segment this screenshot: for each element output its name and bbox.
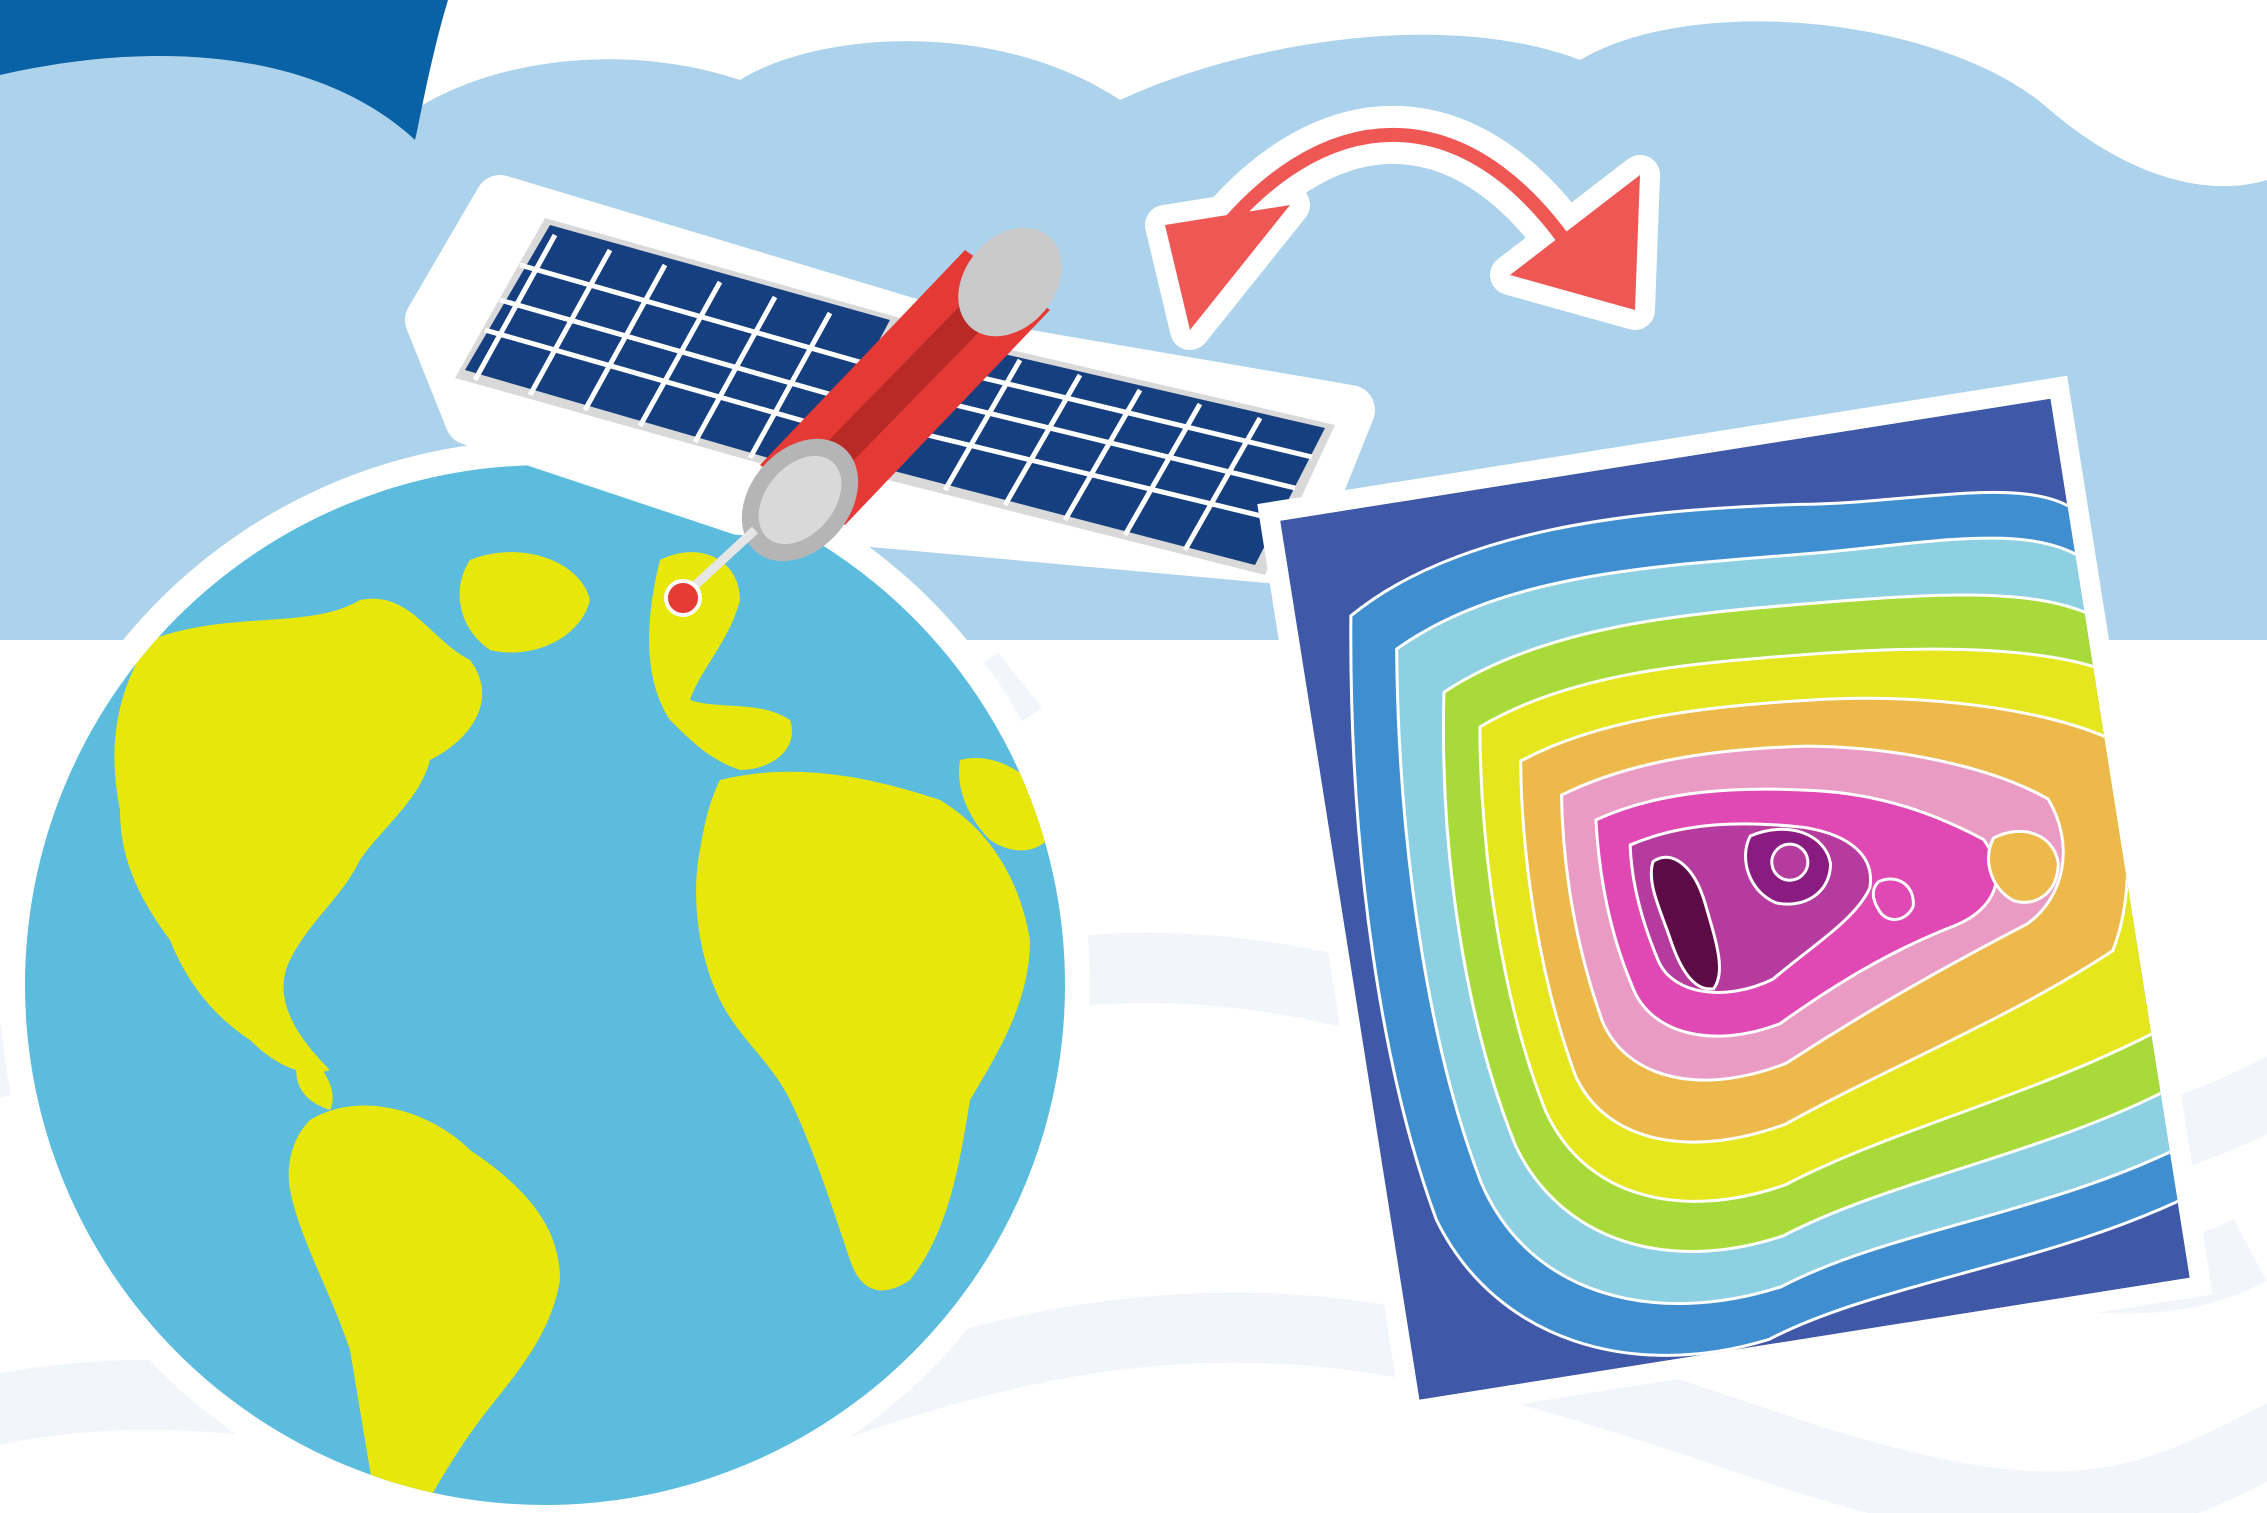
double-arrow-icon	[1145, 105, 1660, 350]
satellite-icon	[405, 175, 1375, 617]
globe-icon	[0, 440, 1090, 1513]
solar-panel-right	[880, 338, 1335, 575]
pin-marker-icon	[664, 526, 759, 617]
corner-accent	[0, 0, 448, 140]
satellite-body	[741, 227, 1062, 562]
contour-map-icon	[1257, 375, 2213, 1423]
solar-panel-left	[455, 218, 900, 480]
